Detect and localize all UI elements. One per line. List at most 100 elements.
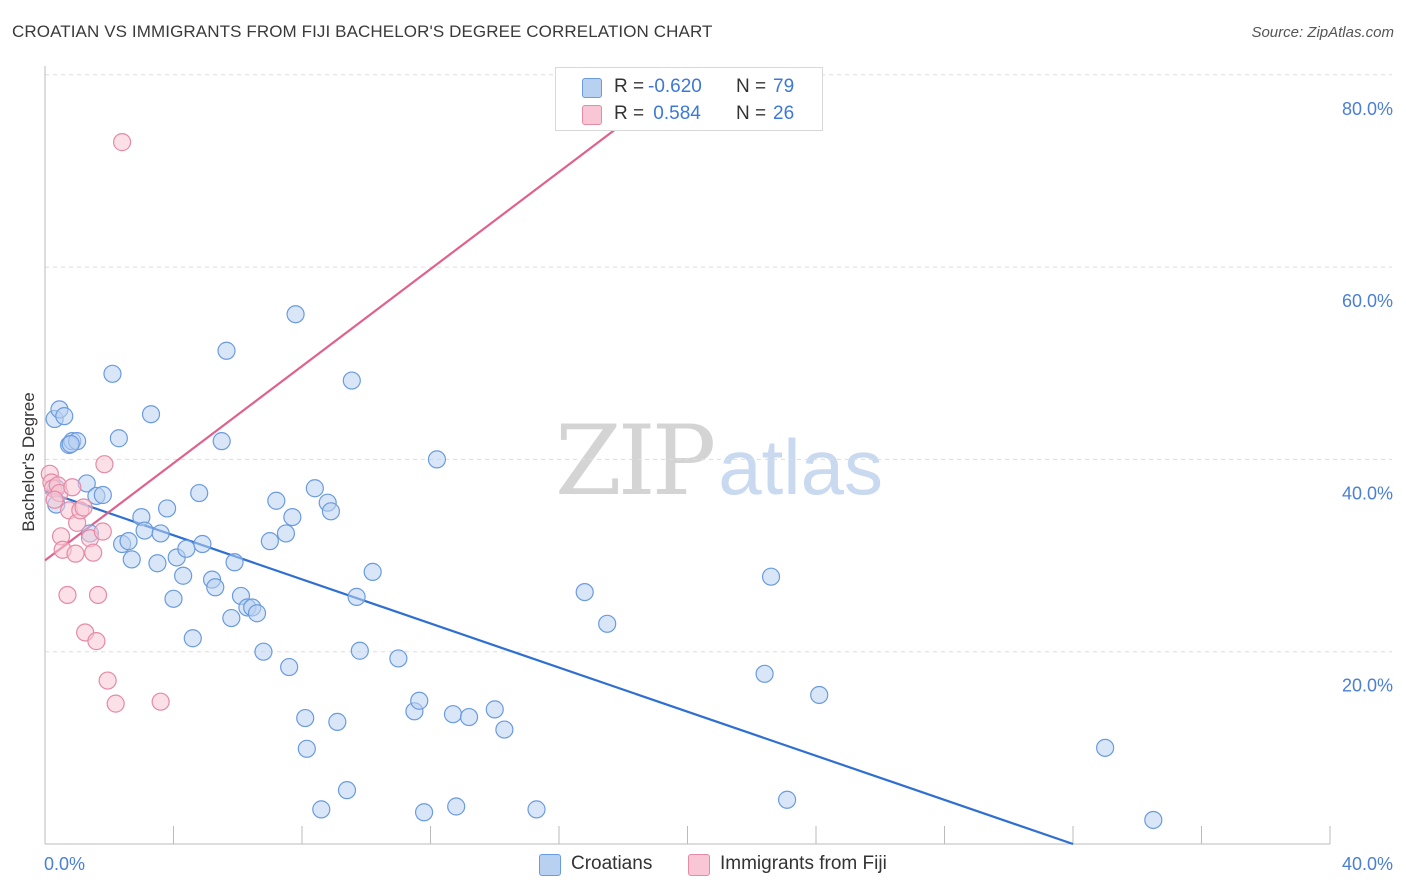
- croatians-point: [141, 405, 161, 424]
- croatians-point: [305, 479, 324, 498]
- croatians-point: [761, 567, 781, 586]
- croatians-point: [321, 502, 341, 521]
- n-label: N =: [736, 103, 767, 124]
- croatians-point: [212, 432, 231, 451]
- stats-legend-row-fiji: R = 0.584 N = 26: [556, 101, 822, 129]
- croatians-point: [447, 797, 466, 816]
- croatians-point: [206, 578, 225, 597]
- fiji-point: [98, 671, 117, 690]
- croatians-trendline: [44, 490, 1074, 846]
- fiji-point: [112, 133, 132, 152]
- croatians-point: [485, 700, 504, 719]
- croatians-point: [342, 371, 361, 390]
- r-label: R =: [614, 76, 645, 97]
- fiji-trendline: [44, 69, 695, 562]
- x-tick-label: 0.0%: [44, 854, 85, 874]
- croatians-point: [164, 589, 183, 608]
- r-value: -0.620: [648, 76, 702, 97]
- croatians-point: [350, 641, 369, 660]
- croatians-point: [93, 485, 112, 505]
- croatians-point: [328, 712, 347, 731]
- n-label: N =: [736, 76, 767, 97]
- croatians-point: [55, 407, 74, 426]
- watermark: ZIPatlas: [555, 405, 883, 517]
- croatians-point: [254, 642, 273, 661]
- legend-swatch-fiji: [688, 854, 710, 876]
- r-value: 0.584: [648, 103, 701, 124]
- legend-swatch-croatians: [539, 854, 561, 876]
- croatians-point: [119, 532, 138, 551]
- croatians-point: [222, 608, 241, 628]
- croatians-point: [297, 739, 316, 758]
- croatians-point: [286, 305, 305, 324]
- croatians-point: [103, 364, 122, 383]
- x-tick-label: 40.0%: [1342, 854, 1393, 874]
- croatians-point: [443, 705, 463, 724]
- croatians-point: [61, 434, 80, 454]
- croatians-point: [177, 539, 196, 558]
- axes: [44, 66, 1331, 845]
- croatians-point: [247, 604, 267, 623]
- gridlines: [45, 74, 1392, 653]
- fiji-point: [88, 585, 108, 605]
- n-value: 79: [773, 76, 795, 97]
- fiji-point: [84, 543, 103, 562]
- croatians-point: [1144, 810, 1163, 830]
- croatians-point: [810, 685, 829, 705]
- fiji-point: [45, 490, 64, 509]
- croatians-point: [495, 720, 514, 739]
- croatians-point: [459, 707, 479, 727]
- source-credit: Source: ZipAtlas.com: [1251, 24, 1394, 41]
- legend-label-fiji: Immigrants from Fiji: [720, 853, 887, 874]
- watermark-atlas: atlas: [718, 423, 883, 511]
- y-tick-label: 60.0%: [1342, 291, 1393, 311]
- croatians-point: [296, 708, 315, 728]
- croatians-point: [217, 341, 236, 360]
- croatians-point: [527, 800, 546, 819]
- croatians-point: [363, 562, 382, 581]
- y-tick-label: 40.0%: [1342, 483, 1393, 503]
- fiji-point: [95, 455, 114, 474]
- croatians-point: [122, 550, 141, 569]
- fiji-point: [87, 632, 106, 651]
- data-points: [40, 133, 1163, 830]
- tick-labels: Bachelor's Degree 20.0% 40.0% 60.0% 80.0% 0.0…: [19, 99, 1393, 874]
- legend-label-croatians: Croatians: [571, 853, 653, 874]
- fiji-point: [58, 585, 77, 605]
- croatians-point: [260, 532, 279, 551]
- croatians-point: [389, 649, 408, 668]
- croatians-point: [109, 429, 128, 448]
- croatians-point: [135, 521, 154, 540]
- r-label: R =: [614, 103, 645, 124]
- croatians-point: [148, 554, 167, 573]
- y-tick-label: 80.0%: [1342, 99, 1393, 119]
- croatians-point: [174, 566, 193, 585]
- croatians-point: [1096, 738, 1115, 757]
- stats-legend-row-croatians: R = -0.620 N = 79: [556, 74, 822, 102]
- croatians-point: [193, 534, 212, 554]
- stats-legend: R = -0.620 N = 79 R = 0.584 N = 26: [555, 67, 823, 131]
- n-value: 26: [773, 103, 795, 124]
- croatians-point: [283, 507, 302, 527]
- croatians-point: [183, 629, 202, 648]
- croatians-point: [598, 614, 617, 633]
- croatians-point: [347, 587, 366, 606]
- fiji-point: [106, 694, 125, 713]
- croatians-point: [777, 790, 797, 809]
- y-axis-title: Bachelor's Degree: [19, 392, 38, 531]
- watermark-zip: ZIP: [555, 405, 716, 517]
- legend-swatch-croatians: [582, 78, 602, 98]
- fiji-point: [151, 692, 170, 711]
- croatians-point: [337, 781, 357, 800]
- fiji-point: [93, 522, 112, 541]
- croatians-point: [190, 483, 209, 503]
- croatians-point: [267, 491, 286, 510]
- croatians-point: [575, 582, 594, 602]
- trendlines: [44, 69, 1074, 846]
- croatians-point: [312, 800, 331, 819]
- croatians-point: [276, 524, 296, 543]
- croatians-point: [280, 657, 299, 677]
- croatians-point: [151, 524, 170, 543]
- fiji-point: [66, 544, 85, 563]
